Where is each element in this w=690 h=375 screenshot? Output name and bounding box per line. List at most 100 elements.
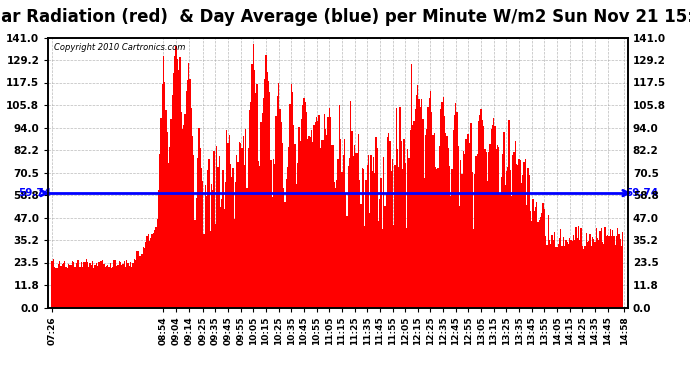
Bar — [529, 176, 530, 308]
Bar — [431, 112, 433, 308]
Bar — [325, 129, 326, 308]
Bar — [143, 247, 144, 308]
Bar — [602, 242, 603, 308]
Bar — [136, 251, 137, 308]
Bar — [170, 119, 172, 308]
Bar — [380, 178, 382, 308]
Bar — [279, 110, 281, 308]
Bar — [568, 244, 569, 308]
Bar — [88, 267, 90, 308]
Bar — [387, 136, 388, 308]
Bar — [349, 158, 350, 308]
Bar — [324, 114, 325, 308]
Bar — [204, 234, 205, 308]
Bar — [264, 79, 266, 308]
Bar — [67, 268, 68, 308]
Bar — [389, 141, 391, 308]
Bar — [250, 102, 251, 308]
Bar — [442, 97, 444, 308]
Bar — [253, 44, 254, 308]
Bar — [327, 117, 328, 308]
Bar — [575, 226, 577, 308]
Bar — [289, 104, 290, 308]
Bar — [293, 125, 295, 308]
Bar — [337, 159, 339, 308]
Bar — [211, 184, 213, 308]
Bar — [137, 251, 139, 308]
Bar — [198, 128, 199, 308]
Bar — [144, 248, 145, 308]
Bar — [83, 262, 84, 308]
Bar — [110, 262, 111, 308]
Bar — [196, 198, 197, 308]
Bar — [435, 166, 436, 308]
Bar — [465, 139, 466, 308]
Bar — [266, 72, 268, 308]
Bar — [102, 260, 103, 308]
Bar — [416, 95, 417, 308]
Bar — [166, 132, 168, 308]
Bar — [295, 144, 296, 308]
Bar — [117, 265, 119, 308]
Bar — [521, 183, 522, 308]
Bar — [593, 239, 594, 308]
Bar — [457, 146, 459, 308]
Bar — [412, 125, 413, 308]
Bar — [468, 134, 469, 308]
Bar — [510, 170, 511, 308]
Bar — [545, 236, 546, 308]
Bar — [61, 264, 63, 308]
Bar — [98, 262, 99, 308]
Bar — [366, 165, 368, 308]
Bar — [615, 245, 616, 308]
Bar — [498, 147, 500, 308]
Bar — [66, 267, 67, 308]
Bar — [301, 118, 302, 308]
Bar — [595, 228, 597, 308]
Bar — [169, 147, 170, 308]
Bar — [473, 229, 474, 308]
Bar — [228, 135, 230, 308]
Bar — [506, 171, 507, 308]
Bar — [621, 246, 622, 308]
Bar — [259, 166, 260, 308]
Bar — [168, 163, 169, 308]
Bar — [120, 262, 121, 308]
Bar — [219, 156, 220, 308]
Bar — [249, 111, 250, 308]
Bar — [107, 265, 108, 308]
Bar — [145, 242, 146, 308]
Bar — [456, 112, 457, 308]
Bar — [512, 155, 513, 308]
Bar — [208, 159, 210, 308]
Bar — [237, 162, 239, 308]
Bar — [482, 120, 483, 308]
Bar — [612, 230, 613, 308]
Bar — [609, 229, 611, 308]
Bar — [269, 92, 270, 308]
Bar — [230, 164, 231, 308]
Bar — [541, 213, 542, 308]
Bar — [183, 125, 184, 308]
Bar — [58, 264, 59, 308]
Bar — [234, 219, 235, 308]
Bar — [73, 262, 75, 308]
Bar — [502, 154, 503, 308]
Bar — [135, 260, 136, 308]
Bar — [151, 234, 152, 308]
Bar — [536, 201, 538, 308]
Bar — [187, 80, 188, 308]
Bar — [193, 154, 195, 308]
Bar — [573, 235, 574, 308]
Bar — [245, 129, 246, 308]
Bar — [119, 261, 120, 308]
Bar — [160, 118, 161, 308]
Bar — [466, 134, 468, 308]
Bar — [115, 261, 116, 308]
Bar — [558, 244, 559, 308]
Text: 59.74: 59.74 — [18, 188, 51, 198]
Bar — [163, 56, 164, 308]
Bar — [296, 184, 297, 308]
Bar — [199, 147, 201, 308]
Bar — [388, 133, 389, 308]
